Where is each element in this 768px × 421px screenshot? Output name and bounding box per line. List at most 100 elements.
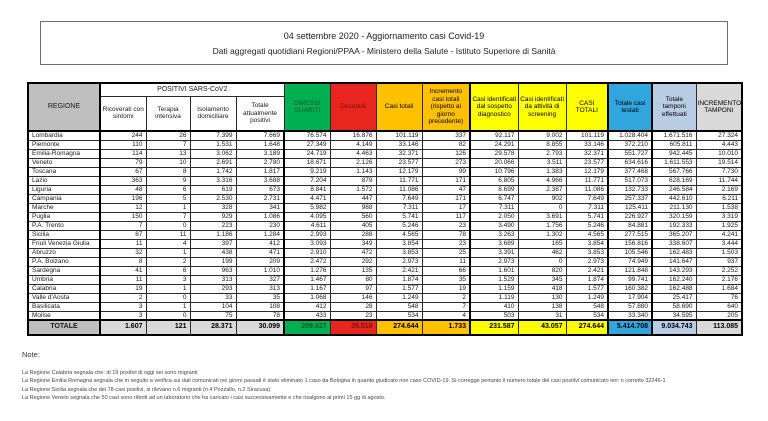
value-cell: 57.880 — [607, 301, 653, 312]
value-cell: 7 — [145, 139, 191, 150]
value-cell: 3 — [99, 301, 147, 312]
value-cell: 7.311 — [375, 202, 423, 213]
column-header-deceduti: Deceduti — [329, 82, 377, 132]
value-cell: 97 — [329, 283, 377, 294]
table-row: Lombardia 244 26 7.399 7.669 76.574 16.876 101.… — [27, 130, 743, 141]
value-cell: 75 — [189, 310, 237, 321]
column-header-screening: Casi identificati da attività di screeni… — [517, 82, 567, 132]
column-header-isolamento: Isolamento domiciliare — [189, 95, 237, 132]
note-line: La Regione Veneto segnala che 50 casi so… — [22, 394, 386, 401]
value-cell: 244 — [99, 130, 147, 141]
region-name: Liguria — [27, 184, 101, 195]
table-row: Friuli Venezia Giulia 11 4 397 412 3.093 349 3.… — [27, 238, 743, 249]
value-cell: 0 — [145, 310, 191, 321]
region-name: Marche — [27, 202, 101, 213]
value-cell: 2.252 — [695, 265, 743, 276]
value-cell: 2.421 — [565, 265, 609, 276]
region-name: Lombardia — [27, 130, 101, 141]
value-cell: 327 — [235, 274, 285, 285]
value-cell: 27.324 — [695, 130, 743, 141]
value-cell: 405 — [329, 220, 377, 231]
value-cell: 2 — [99, 292, 147, 303]
value-cell: 1.249 — [565, 292, 609, 303]
value-cell: 3.688 — [235, 175, 285, 186]
value-cell: 1.167 — [283, 283, 331, 294]
value-cell: 2.910 — [283, 247, 331, 258]
total-value-cell: 43.057 — [517, 319, 567, 336]
region-name: Toscana — [27, 166, 101, 177]
value-cell: 32.371 — [375, 148, 423, 159]
value-cell: 211.130 — [651, 202, 697, 213]
value-cell: 1.538 — [695, 202, 743, 213]
value-cell: 132.733 — [607, 184, 653, 195]
notes-section: Note: La Regione Calabria segnala che: d… — [22, 350, 752, 402]
value-cell: 2.780 — [235, 157, 285, 168]
value-cell: 471 — [235, 247, 285, 258]
value-cell: 1.577 — [375, 283, 423, 294]
value-cell: 363 — [99, 175, 147, 186]
value-cell: 8.841 — [283, 184, 331, 195]
total-value-cell: 274.644 — [565, 319, 609, 336]
column-header-totale-positivi: Totale attualmente positivi — [235, 95, 285, 132]
value-cell: 10.010 — [695, 148, 743, 159]
value-cell: 313 — [235, 283, 285, 294]
value-cell: 156.816 — [607, 238, 653, 249]
value-cell: 937 — [695, 256, 743, 267]
value-cell: 165 — [517, 238, 567, 249]
value-cell: 2.530 — [189, 193, 237, 204]
table-row: Calabria 19 1 293 313 1.167 97 1.577 19 1.159 418 1… — [27, 283, 743, 294]
value-cell: 1.086 — [235, 211, 285, 222]
value-cell: 372.210 — [607, 139, 653, 150]
value-cell: 534 — [565, 310, 609, 321]
value-cell: 1.925 — [695, 220, 743, 231]
value-cell: 4.565 — [375, 229, 423, 240]
value-cell: 7 — [145, 211, 191, 222]
value-cell: 32 — [99, 247, 147, 258]
table-row: Marche 12 1 328 341 5.982 988 7.311 17 7.311 0 7.31… — [27, 202, 743, 213]
value-cell: 5.246 — [565, 220, 609, 231]
value-cell: 11.086 — [565, 184, 609, 195]
value-cell: 19 — [99, 283, 147, 294]
value-cell: 6 — [145, 265, 191, 276]
value-cell: 199 — [189, 256, 237, 267]
value-cell: 2.169 — [695, 184, 743, 195]
value-cell: 1.028.404 — [607, 130, 653, 141]
value-cell: 605.811 — [651, 139, 697, 150]
note-line: La Regione Sicilia segnala che dei 78 ca… — [22, 386, 271, 393]
value-cell: 4.463 — [329, 148, 377, 159]
value-cell: 879 — [329, 175, 377, 186]
value-cell: 6.211 — [695, 193, 743, 204]
value-cell: 171 — [421, 175, 471, 186]
value-cell: 5.741 — [565, 211, 609, 222]
value-cell: 99.741 — [607, 274, 653, 285]
value-cell: 80 — [329, 274, 377, 285]
value-cell: 1 — [145, 283, 191, 294]
column-header-ricoverati: Ricoverati con sintomi — [99, 95, 147, 132]
total-value-cell: 121 — [145, 319, 191, 336]
value-cell: 517.073 — [607, 175, 653, 186]
total-value-cell: 9.034.743 — [651, 319, 697, 336]
value-cell: 1.648 — [235, 139, 285, 150]
value-cell: 11 — [99, 274, 147, 285]
value-cell: 2.050 — [469, 211, 519, 222]
value-cell: 20.066 — [469, 157, 519, 168]
column-header-dimessi-guariti: DIMESSI GUARITI — [283, 82, 331, 132]
total-label: TOTALE — [27, 319, 101, 336]
region-name: Valle d'Aosta — [27, 292, 101, 303]
value-cell: 640 — [695, 301, 743, 312]
value-cell: 78 — [421, 229, 471, 240]
value-cell: 8 — [99, 256, 147, 267]
value-cell: 7.669 — [235, 130, 285, 141]
value-cell: 114 — [99, 148, 147, 159]
region-name: Sardegna — [27, 265, 101, 276]
region-name: Campania — [27, 193, 101, 204]
value-cell: 223 — [189, 220, 237, 231]
value-cell: 0 — [145, 292, 191, 303]
value-cell: 33.340 — [607, 310, 653, 321]
total-value-cell: 28.371 — [189, 319, 237, 336]
value-cell: 205 — [695, 310, 743, 321]
value-cell: 5.741 — [375, 211, 423, 222]
total-value-cell: 209.027 — [283, 319, 331, 336]
value-cell: 345 — [517, 274, 567, 285]
value-cell: 8.699 — [469, 184, 519, 195]
